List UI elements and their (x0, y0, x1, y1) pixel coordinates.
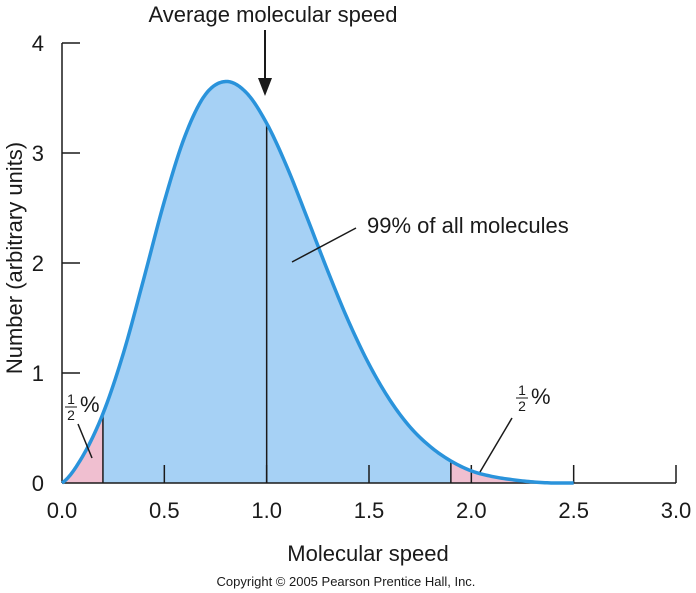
x-tick-label: 1.5 (354, 498, 385, 523)
x-tick-label: 1.0 (251, 498, 282, 523)
middle-leader-line (291, 227, 357, 263)
y-tick-label: 0 (32, 471, 44, 496)
left-leader-line (77, 423, 93, 459)
right-percent-sign: % (531, 384, 551, 409)
right-frac-numerator: 1 (518, 382, 526, 398)
average-speed-annotation: Average molecular speed (148, 2, 397, 27)
left-frac-denominator: 2 (67, 407, 75, 423)
y-tick-label: 4 (32, 31, 44, 56)
left-frac-numerator: 1 (67, 391, 75, 407)
average-arrow-head (258, 78, 272, 96)
y-axis-label: Number (arbitrary units) (2, 142, 27, 374)
y-tick-label: 3 (32, 141, 44, 166)
region-fill-middle (102, 81, 451, 483)
right-tail-annotation: 1 2 % (516, 382, 551, 414)
y-tick-label: 2 (32, 251, 44, 276)
x-tick-label: 2.0 (456, 498, 487, 523)
region-fill-lower-tail (62, 413, 103, 483)
left-tail-annotation: 1 2 % (65, 391, 100, 423)
x-tick-label: 3.0 (661, 498, 692, 523)
right-leader-line (479, 417, 513, 473)
y-tick-label: 1 (32, 361, 44, 386)
x-tick-label: 2.5 (558, 498, 589, 523)
x-tick-label: 0.5 (149, 498, 180, 523)
x-tick-label: 0.0 (47, 498, 78, 523)
middle-region-annotation: 99% of all molecules (367, 213, 569, 238)
x-axis-label: Molecular speed (287, 541, 448, 566)
copyright-text: Copyright © 2005 Pearson Prentice Hall, … (217, 574, 476, 589)
right-frac-denominator: 2 (518, 398, 526, 414)
left-percent-sign: % (80, 392, 100, 417)
region-fill-upper-tail (450, 461, 574, 483)
distribution-curve (60, 79, 574, 485)
